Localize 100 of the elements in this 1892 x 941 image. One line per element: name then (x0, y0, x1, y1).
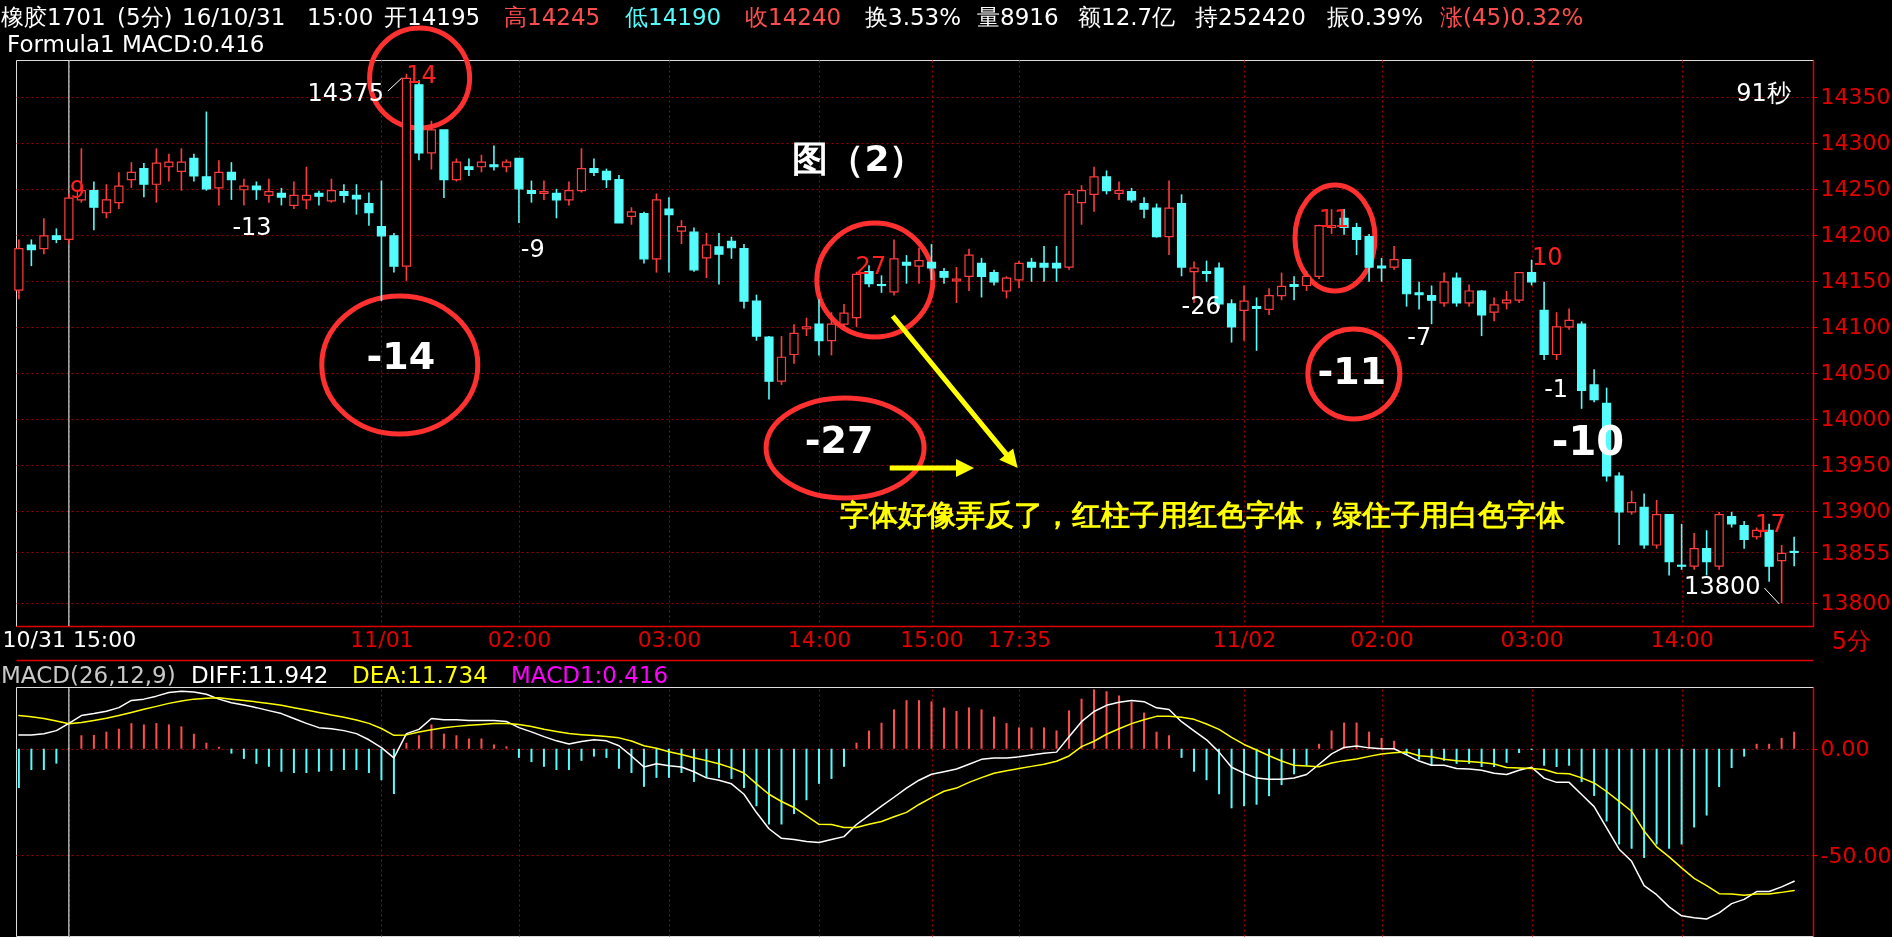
annotation: -27 (804, 418, 874, 462)
candlestick (1201, 259, 1212, 283)
candlestick (926, 243, 937, 281)
bar (1193, 748, 1196, 772)
candlestick (976, 257, 987, 299)
bar (492, 744, 495, 749)
candlestick (164, 153, 174, 183)
candlestick (126, 161, 136, 189)
candlestick (1689, 532, 1699, 571)
bar (1793, 731, 1796, 749)
bar (1005, 723, 1008, 749)
bar (1780, 737, 1783, 749)
candlestick (1677, 523, 1687, 571)
bar (1555, 748, 1558, 768)
bar (292, 748, 295, 773)
bar (105, 731, 108, 749)
candlestick (1502, 290, 1512, 311)
candlestick (1051, 245, 1062, 283)
bar (155, 723, 158, 749)
bar (742, 748, 745, 789)
candlestick (801, 316, 812, 337)
series-label: DIFF:11.942 (191, 662, 329, 688)
candlestick (814, 298, 824, 357)
bar (355, 748, 358, 770)
bar (480, 738, 483, 749)
bar (605, 748, 608, 758)
bar (430, 724, 433, 749)
annotation: -13 (232, 213, 272, 241)
candlestick (1627, 489, 1637, 516)
bar (517, 748, 520, 758)
bar (717, 748, 720, 778)
y-tick-label: 14200 (1820, 222, 1891, 248)
candlestick (789, 323, 799, 365)
candlestick (1276, 271, 1287, 301)
bar (1668, 748, 1671, 849)
text: MACD1:0.416 (511, 662, 669, 688)
candlestick (1076, 184, 1087, 226)
bar (780, 748, 783, 825)
bar (993, 716, 996, 749)
candlestick (1464, 283, 1474, 308)
chart-subtitle: Formula1 MACD:0.416 (7, 31, 265, 57)
bar (1105, 691, 1108, 749)
x-axis-title: 5分 (1831, 626, 1872, 655)
bar (1218, 748, 1221, 795)
bar (1618, 748, 1621, 845)
candlestick (26, 238, 36, 267)
bar (117, 728, 120, 749)
bar (442, 733, 445, 749)
bar (1693, 748, 1696, 828)
bar (755, 748, 758, 807)
bar (1168, 735, 1171, 749)
candlestick (351, 183, 362, 216)
bar (1755, 743, 1758, 749)
bar (167, 724, 170, 749)
bar (1043, 727, 1046, 749)
candlestick (1001, 275, 1012, 300)
y-tick-label: 13950 (1820, 452, 1891, 478)
bar (330, 748, 333, 772)
x-tick-label: 02:00 (1350, 626, 1414, 652)
candlestick (251, 180, 261, 201)
candlestick (326, 177, 337, 204)
candlestick (564, 180, 574, 207)
bar (1380, 737, 1383, 749)
candlestick (201, 110, 211, 192)
candlestick (289, 180, 299, 210)
bar (655, 748, 658, 778)
x-tick-label: 02:00 (487, 626, 552, 652)
bar (1118, 695, 1121, 749)
x-tick-label: 14:00 (1650, 626, 1714, 652)
annotation: 91秒 (1736, 79, 1791, 107)
bar (1130, 702, 1133, 749)
candlestick (964, 247, 974, 292)
bar (1080, 698, 1083, 749)
candlestick (264, 177, 274, 204)
bar (1330, 730, 1333, 749)
candlestick (1739, 520, 1749, 550)
candlestick (526, 179, 537, 204)
annotation: 字体好像弄反了，红柱子用红色字体，绿住子用白色字体 (839, 498, 1566, 532)
candlestick (1777, 544, 1787, 604)
candlestick (664, 196, 674, 274)
bar (1318, 743, 1321, 749)
bar (392, 748, 395, 795)
candlestick (214, 159, 224, 207)
x-tick-label: 15:00 (900, 626, 964, 652)
bar (592, 748, 595, 757)
bar (1068, 710, 1071, 749)
annotation: 图（2） (792, 138, 926, 179)
candlestick (701, 232, 712, 279)
candlestick (301, 165, 312, 210)
candlestick (339, 183, 349, 204)
bar (1205, 748, 1208, 781)
bar (1705, 748, 1708, 816)
candlestick (1564, 307, 1574, 331)
candlestick (451, 157, 462, 183)
bar (92, 734, 95, 749)
bar (367, 748, 370, 773)
candlestick (464, 157, 474, 177)
bar (455, 735, 458, 749)
bar (305, 748, 308, 773)
annotation: -9 (520, 235, 545, 263)
